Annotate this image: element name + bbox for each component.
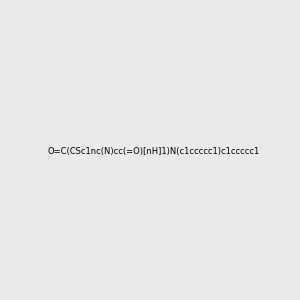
- Text: O=C(CSc1nc(N)cc(=O)[nH]1)N(c1ccccc1)c1ccccc1: O=C(CSc1nc(N)cc(=O)[nH]1)N(c1ccccc1)c1cc…: [48, 147, 260, 156]
